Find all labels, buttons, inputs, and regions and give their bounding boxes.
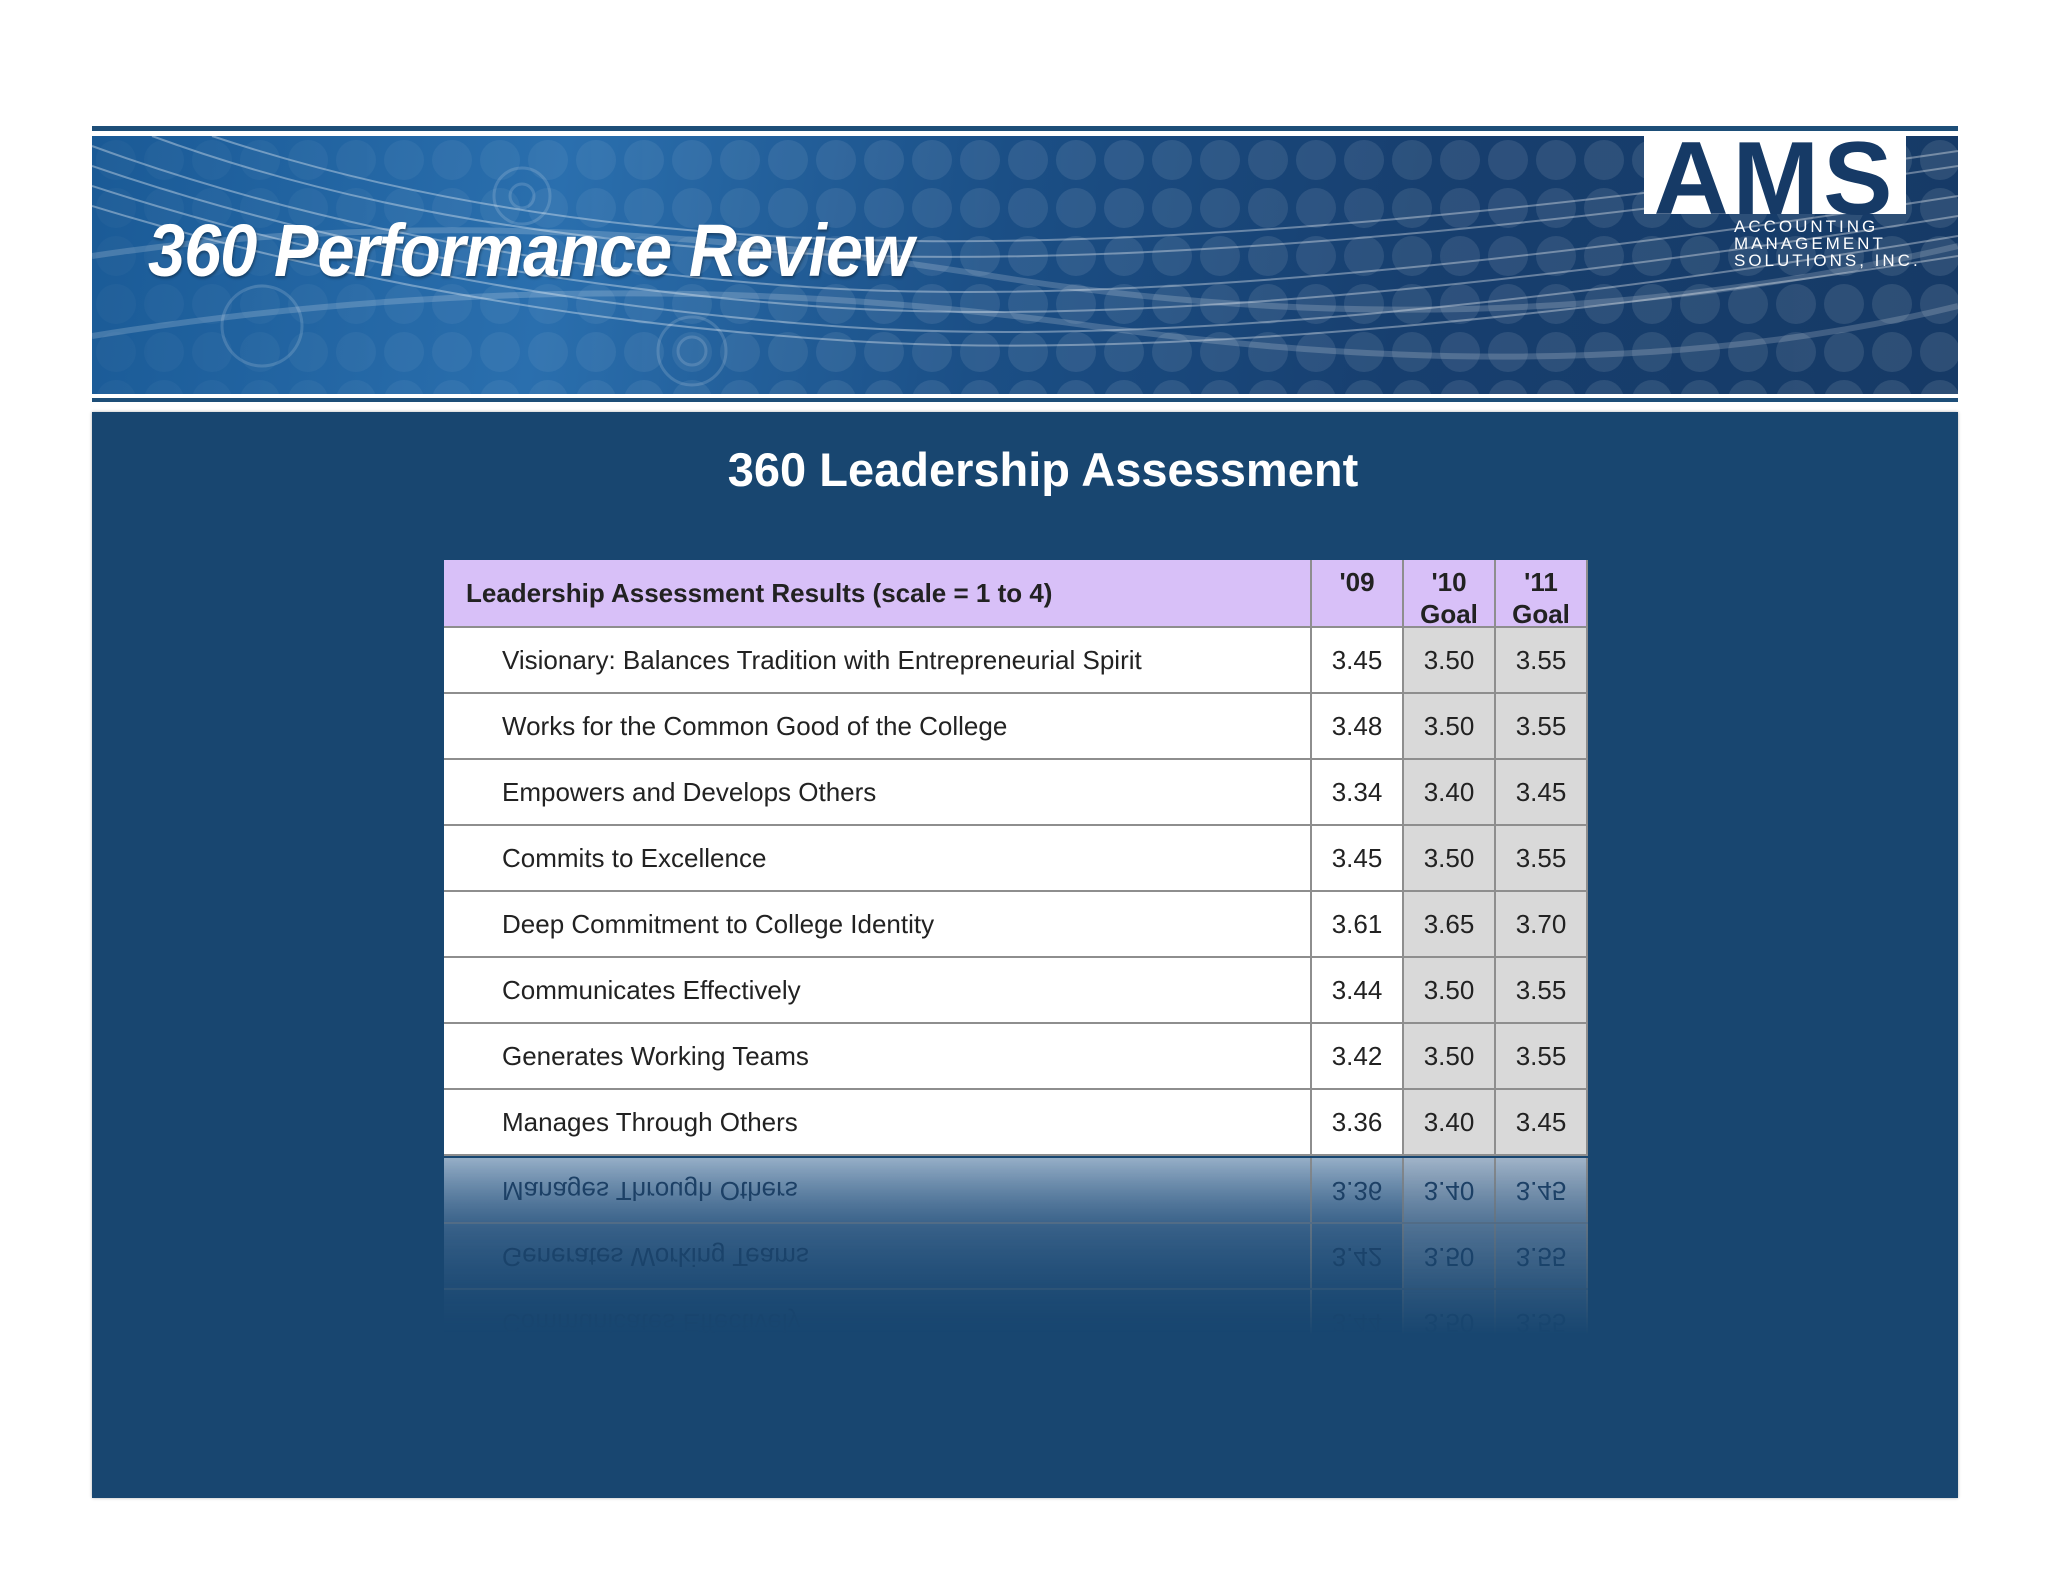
header-col-09-label: '09	[1339, 567, 1375, 597]
ams-logo-mark: AMS	[1644, 136, 1906, 237]
row-value-09: 3.61	[1312, 892, 1404, 956]
row-value-09: 3.42	[1312, 1024, 1404, 1088]
row-value-10-goal: 3.50	[1404, 694, 1496, 758]
reflection-value-10-text: 3.40	[1423, 1175, 1475, 1206]
row-value-11-goal: 3.45	[1496, 760, 1588, 824]
table-row: Visionary: Balances Tradition with Entre…	[444, 628, 1588, 694]
header-col-11-goal: '11 Goal	[1496, 560, 1588, 629]
reflection-label-text: Manages Through Others	[502, 1175, 798, 1206]
reflection-row: Communicates Effectively 3.44 3.50 3.55	[444, 1290, 1588, 1356]
row-value-09: 3.44	[1312, 958, 1404, 1022]
row-value-10-goal: 3.50	[1404, 958, 1496, 1022]
reflection-row: Manages Through Others 3.36 3.40 3.45	[444, 1158, 1588, 1224]
banner-bottom-rule	[92, 398, 1958, 402]
header-banner: 360 Performance Review AMS ACCOUNTING MA…	[92, 136, 1958, 394]
reflection-value-10: 3.50	[1404, 1224, 1496, 1288]
row-value-11-goal: 3.70	[1496, 892, 1588, 956]
reflection-label-text: Communicates Effectively	[502, 1307, 801, 1338]
row-label: Generates Working Teams	[444, 1024, 1312, 1088]
logo-line-1: ACCOUNTING	[1734, 217, 1879, 236]
table-row: Commits to Excellence 3.45 3.50 3.55	[444, 826, 1588, 892]
table-row: Works for the Common Good of the College…	[444, 694, 1588, 760]
header-label: Leadership Assessment Results (scale = 1…	[444, 560, 1312, 626]
row-value-11-goal: 3.55	[1496, 826, 1588, 890]
reflection-value-09: 3.36	[1312, 1158, 1404, 1222]
table-row: Manages Through Others 3.36 3.40 3.45	[444, 1090, 1588, 1156]
reflection-row: Generates Working Teams 3.42 3.50 3.55	[444, 1224, 1588, 1290]
reflection-value-10-text: 3.50	[1423, 1241, 1475, 1272]
ams-logo-letters: AMS	[1653, 136, 1897, 237]
row-label: Communicates Effectively	[444, 958, 1312, 1022]
reflection-value-10-text: 3.50	[1423, 1307, 1475, 1338]
header-col-10-goal: '10 Goal	[1404, 560, 1496, 629]
reflection-label: Generates Working Teams	[444, 1224, 1312, 1288]
slide-subtitle: 360 Leadership Assessment	[727, 443, 1359, 496]
reflection-value-09: 3.44	[1312, 1290, 1404, 1354]
reflection-label-text: Generates Working Teams	[502, 1241, 809, 1272]
row-label: Deep Commitment to College Identity	[444, 892, 1312, 956]
row-value-10-goal: 3.50	[1404, 826, 1496, 890]
row-value-10-goal: 3.50	[1404, 1024, 1496, 1088]
ams-logo-subtitle: ACCOUNTING MANAGEMENT SOLUTIONS, INC.	[1734, 218, 1924, 269]
table-reflection: Manages Through Others 3.36 3.40 3.45 Ge…	[444, 1158, 1588, 1368]
row-value-09: 3.45	[1312, 826, 1404, 890]
logo-line-2: MANAGEMENT	[1734, 234, 1886, 253]
logo-line-3: SOLUTIONS, INC.	[1734, 251, 1921, 270]
header-col-09: '09	[1312, 560, 1404, 626]
reflection-value-09-text: 3.44	[1331, 1307, 1383, 1338]
row-value-10-goal: 3.40	[1404, 1090, 1496, 1154]
reflection-value-11-text: 3.55	[1515, 1241, 1567, 1272]
reflection-value-10: 3.50	[1404, 1290, 1496, 1354]
row-label: Visionary: Balances Tradition with Entre…	[444, 628, 1312, 692]
table-row: Generates Working Teams 3.42 3.50 3.55	[444, 1024, 1588, 1090]
row-value-11-goal: 3.55	[1496, 628, 1588, 692]
header-col-10-line1: '10	[1431, 567, 1467, 597]
row-value-09: 3.36	[1312, 1090, 1404, 1154]
row-value-11-goal: 3.45	[1496, 1090, 1588, 1154]
reflection-value-11: 3.55	[1496, 1224, 1588, 1288]
reflection-value-09: 3.42	[1312, 1224, 1404, 1288]
reflection-label: Communicates Effectively	[444, 1290, 1312, 1354]
row-value-10-goal: 3.40	[1404, 760, 1496, 824]
header-col-11-line1: '11	[1524, 567, 1558, 597]
row-label: Manages Through Others	[444, 1090, 1312, 1154]
header-col-11-line2: Goal	[1512, 599, 1570, 629]
row-value-09: 3.48	[1312, 694, 1404, 758]
row-value-11-goal: 3.55	[1496, 694, 1588, 758]
table-row: Deep Commitment to College Identity 3.61…	[444, 892, 1588, 958]
row-value-09: 3.45	[1312, 628, 1404, 692]
assessment-table: Leadership Assessment Results (scale = 1…	[444, 560, 1588, 1156]
reflection-value-11: 3.55	[1496, 1290, 1588, 1354]
reflection-value-09-text: 3.42	[1331, 1241, 1383, 1272]
table-row: Communicates Effectively 3.44 3.50 3.55	[444, 958, 1588, 1024]
header-col-10-line2: Goal	[1420, 599, 1478, 629]
row-value-11-goal: 3.55	[1496, 1024, 1588, 1088]
banner-top-rule	[92, 126, 1958, 131]
table-reflection-fade: Manages Through Others 3.36 3.40 3.45 Ge…	[444, 1158, 1588, 1356]
row-value-09: 3.34	[1312, 760, 1404, 824]
ams-logo: AMS ACCOUNTING MANAGEMENT SOLUTIONS, INC…	[1644, 136, 1958, 336]
row-value-10-goal: 3.65	[1404, 892, 1496, 956]
row-value-11-goal: 3.55	[1496, 958, 1588, 1022]
reflection-value-09-text: 3.36	[1331, 1175, 1383, 1206]
reflection-value-11-text: 3.55	[1515, 1307, 1567, 1338]
row-label: Works for the Common Good of the College	[444, 694, 1312, 758]
page-title: 360 Performance Review	[148, 209, 914, 292]
reflection-value-11: 3.45	[1496, 1158, 1588, 1222]
reflection-label: Manages Through Others	[444, 1158, 1312, 1222]
table-header-row: Leadership Assessment Results (scale = 1…	[444, 560, 1588, 629]
row-label: Commits to Excellence	[444, 826, 1312, 890]
reflection-value-10: 3.40	[1404, 1158, 1496, 1222]
row-label: Empowers and Develops Others	[444, 760, 1312, 824]
reflection-value-11-text: 3.45	[1515, 1175, 1567, 1206]
row-value-10-goal: 3.50	[1404, 628, 1496, 692]
table-row: Empowers and Develops Others 3.34 3.40 3…	[444, 760, 1588, 826]
